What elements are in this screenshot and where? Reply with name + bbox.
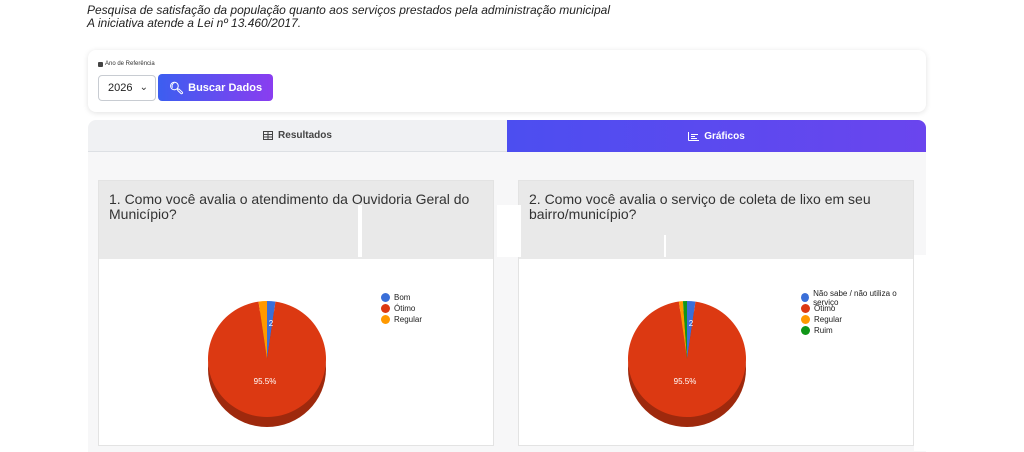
pie-data-label-0: 2	[269, 319, 274, 328]
legend-swatch	[381, 293, 390, 302]
pie-slice-2[interactable]	[258, 301, 267, 359]
legend-swatch	[801, 315, 810, 324]
pie-data-label-0: 2	[689, 319, 694, 328]
search-data-button-label: Buscar Dados	[188, 81, 263, 94]
tab-results[interactable]: Resultados	[88, 120, 507, 152]
pie-chart-2: 2 95.5%	[628, 301, 746, 427]
intro-text: Pesquisa de satisfação da população quan…	[87, 4, 610, 30]
render-glitch	[497, 205, 521, 257]
chart-legend-2: Não sabe / não utiliza o serviço Ótimo Reg…	[801, 289, 913, 336]
table-icon	[263, 131, 274, 140]
pie-data-label-1: 95.5%	[254, 377, 277, 386]
chart-card-2: 2. Como você avalia o serviço de coleta …	[518, 180, 914, 446]
legend-label: Regular	[814, 315, 843, 324]
legend-label: Não sabe / não utiliza o serviço	[813, 288, 897, 307]
legend-label: Ruim	[814, 326, 833, 335]
render-glitch	[664, 235, 666, 257]
filter-card: Ano de Referência 2026 ⌄ 🔍︎ Buscar Dados	[88, 50, 926, 112]
pie-data-label-1: 95.5%	[674, 377, 697, 386]
pie-slice-1[interactable]	[628, 301, 746, 417]
legend-label: Regular	[394, 315, 423, 324]
pie-slice-2[interactable]	[678, 301, 687, 359]
legend-item[interactable]: Regular	[381, 314, 422, 325]
legend-item[interactable]: Ótimo	[801, 303, 913, 314]
chevron-down-icon: ⌄	[139, 82, 148, 93]
legend-swatch	[381, 315, 390, 324]
view-tabs: Resultados Gráficos	[88, 120, 926, 152]
legend-item[interactable]: Não sabe / não utiliza o serviço	[801, 289, 913, 307]
intro-line-2: A iniciativa atende a Lei nº 13.460/2017…	[87, 16, 302, 30]
legend-item[interactable]: Ótimo	[381, 303, 422, 314]
legend-item[interactable]: Regular	[801, 314, 913, 325]
legend-item[interactable]: Bom	[381, 292, 422, 303]
render-glitch	[358, 205, 362, 257]
pie-slice-0[interactable]	[267, 301, 276, 359]
legend-label: Ótimo	[394, 304, 416, 313]
legend-item[interactable]: Ruim	[801, 325, 913, 336]
search-data-button[interactable]: 🔍︎ Buscar Dados	[158, 74, 273, 101]
chart-legend-1: Bom Ótimo Regular	[381, 292, 422, 325]
year-select-value: 2026	[108, 82, 133, 94]
pie-slice-0[interactable]	[687, 301, 696, 359]
legend-label: Ótimo	[814, 304, 836, 313]
year-filter-label: Ano de Referência	[98, 61, 155, 67]
chart-title-2: 2. Como você avalia o serviço de coleta …	[529, 191, 871, 222]
pie-slice-3[interactable]	[682, 301, 687, 359]
chart-icon	[688, 131, 700, 141]
legend-label: Bom	[394, 293, 411, 302]
search-icon: 🔍︎	[168, 80, 185, 95]
render-glitch	[914, 255, 940, 451]
chart-header-2: 2. Como você avalia o serviço de coleta …	[519, 181, 913, 259]
tab-charts[interactable]: Gráficos	[507, 120, 926, 152]
intro-line-1: Pesquisa de satisfação da população quan…	[87, 3, 610, 17]
tab-results-label: Resultados	[278, 130, 332, 141]
legend-swatch	[801, 326, 810, 335]
legend-swatch	[801, 304, 810, 313]
chart-title-1: 1. Como você avalia o atendimento da Ouv…	[109, 191, 470, 222]
pie-chart-1: 2 95.5%	[208, 301, 326, 427]
legend-swatch	[801, 293, 810, 302]
year-filter-label-text: Ano de Referência	[105, 61, 155, 67]
legend-swatch	[381, 304, 390, 313]
chart-header-1: 1. Como você avalia o atendimento da Ouv…	[99, 181, 493, 259]
year-select[interactable]: 2026 ⌄	[98, 75, 156, 101]
tab-charts-label: Gráficos	[704, 130, 745, 142]
pie-slice-1[interactable]	[208, 301, 326, 417]
calendar-icon	[98, 61, 103, 67]
chart-card-1: 1. Como você avalia o atendimento da Ouv…	[98, 180, 494, 446]
